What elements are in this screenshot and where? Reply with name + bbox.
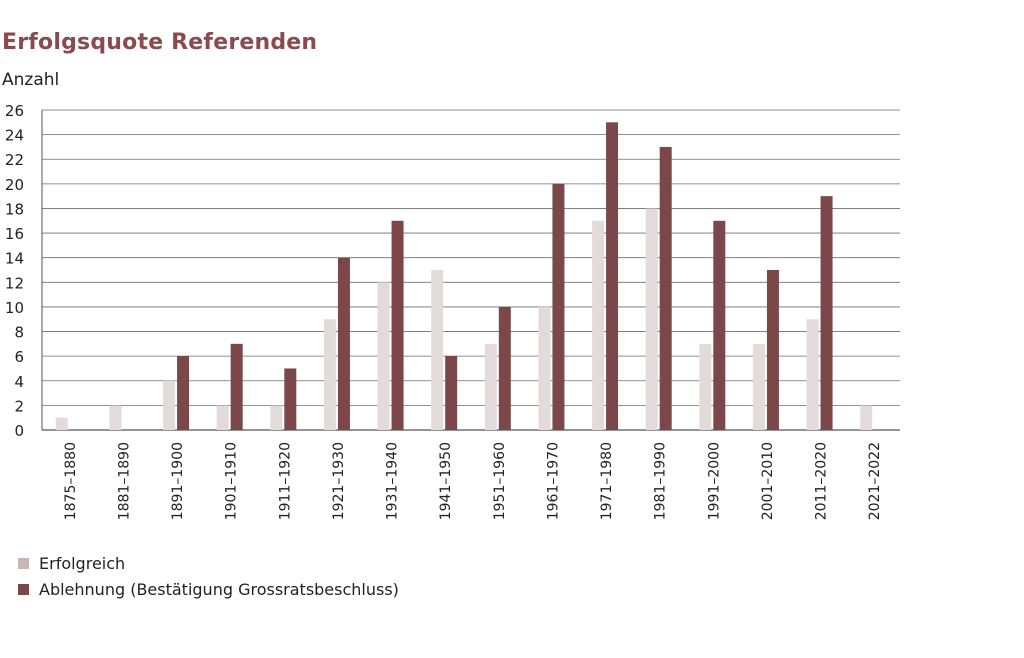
legend-label-erfolgreich: Erfolgreich xyxy=(39,554,126,573)
bar-erfolgreich xyxy=(699,343,712,430)
bar-erfolgreich xyxy=(323,319,336,430)
bar-ablehnung xyxy=(284,368,297,430)
x-tick-label: 2011–2020 xyxy=(814,442,830,520)
bar-ablehnung xyxy=(177,356,190,430)
x-tick-label: 1951–1960 xyxy=(492,442,508,520)
bar-erfolgreich xyxy=(806,319,819,430)
bar-erfolgreich xyxy=(216,405,229,430)
bar-erfolgreich xyxy=(163,380,176,430)
bar-ablehnung xyxy=(391,220,404,430)
x-tick-label: 1931–1940 xyxy=(385,442,401,520)
bar-ablehnung xyxy=(659,146,672,430)
y-tick-label: 22 xyxy=(5,151,24,169)
x-tick-label: 1875–1880 xyxy=(63,442,79,520)
legend-label-ablehnung: Ablehnung (Bestätigung Grossratsbeschlus… xyxy=(39,580,399,599)
x-tick-label: 1981–1990 xyxy=(653,442,669,520)
bar-ablehnung xyxy=(820,196,833,430)
bar-erfolgreich xyxy=(645,208,658,430)
y-tick-label: 6 xyxy=(14,348,24,366)
x-tick-label: 1961–1970 xyxy=(545,442,561,520)
bar-erfolgreich xyxy=(484,343,497,430)
bar-erfolgreich xyxy=(431,270,444,430)
bar-erfolgreich xyxy=(55,417,68,430)
bar-erfolgreich xyxy=(377,282,390,430)
bar-ablehnung xyxy=(552,183,565,430)
bar-ablehnung xyxy=(230,343,243,430)
x-tick-label: 2021–2022 xyxy=(867,442,883,520)
bar-ablehnung xyxy=(445,356,458,430)
bar-erfolgreich xyxy=(270,405,283,430)
y-tick-label: 14 xyxy=(5,250,24,268)
bar-erfolgreich xyxy=(592,220,605,430)
x-tick-label: 1971–1980 xyxy=(599,442,615,520)
y-tick-label: 26 xyxy=(5,102,24,120)
bar-ablehnung xyxy=(498,306,511,430)
x-tick-label: 1941–1950 xyxy=(438,442,454,520)
y-tick-label: 8 xyxy=(14,324,24,342)
y-tick-label: 12 xyxy=(5,274,24,292)
x-tick-label: 1991–2000 xyxy=(706,442,722,520)
bar-erfolgreich xyxy=(860,405,873,430)
bar-ablehnung xyxy=(606,122,619,431)
chart-title: Erfolgsquote Referenden xyxy=(2,30,318,55)
bar-ablehnung xyxy=(766,270,779,430)
bar-erfolgreich xyxy=(109,405,122,430)
x-tick-label: 2001–2010 xyxy=(760,442,776,520)
x-tick-label: 1921–1930 xyxy=(331,442,347,520)
legend-swatch-ablehnung xyxy=(18,584,29,595)
legend-item-ablehnung: Ablehnung (Bestätigung Grossratsbeschlus… xyxy=(18,580,399,599)
legend-swatch-erfolgreich xyxy=(18,558,29,569)
y-tick-label: 18 xyxy=(5,200,24,218)
y-tick-label: 16 xyxy=(5,225,24,243)
y-tick-label: 4 xyxy=(14,373,24,391)
bar-ablehnung xyxy=(713,220,726,430)
y-tick-label: 10 xyxy=(5,299,24,317)
bar-erfolgreich xyxy=(538,306,551,430)
x-tick-label: 1891–1900 xyxy=(170,442,186,520)
legend-item-erfolgreich: Erfolgreich xyxy=(18,554,125,573)
x-tick-label: 1901–1910 xyxy=(224,442,240,520)
y-tick-label: 0 xyxy=(14,422,24,440)
y-axis-label: Anzahl xyxy=(2,70,60,90)
bar-erfolgreich xyxy=(752,343,765,430)
x-tick-label: 1911–1920 xyxy=(277,442,293,520)
x-tick-label: 1881–1890 xyxy=(116,442,132,520)
bar-ablehnung xyxy=(337,257,350,430)
y-tick-label: 24 xyxy=(5,127,24,145)
y-tick-label: 2 xyxy=(14,397,24,415)
y-tick-label: 20 xyxy=(5,176,24,194)
